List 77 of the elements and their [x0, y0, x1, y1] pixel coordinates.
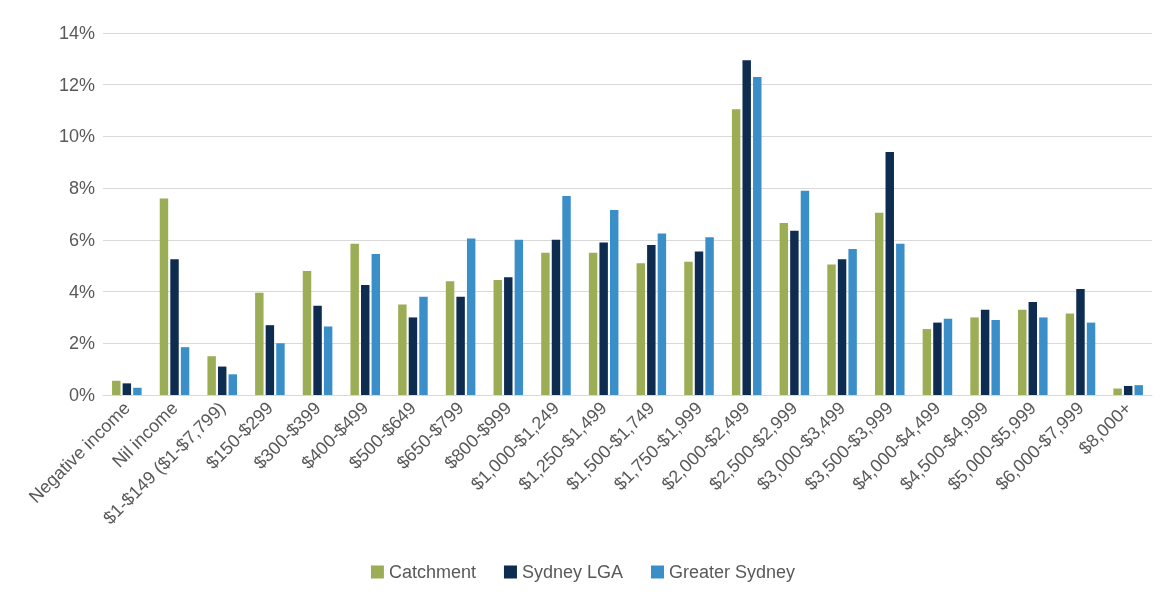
bar	[970, 317, 979, 395]
bar	[980, 309, 990, 395]
bar	[636, 263, 646, 395]
bar	[255, 292, 264, 395]
y-tick-label: 6%	[68, 229, 95, 250]
y-tick-label: 4%	[68, 281, 95, 302]
bar	[837, 259, 847, 395]
bar	[445, 281, 455, 395]
bar	[874, 212, 884, 395]
bar	[541, 252, 550, 395]
bar	[599, 242, 608, 395]
bar	[419, 296, 428, 395]
bar	[466, 238, 476, 395]
bar	[170, 259, 179, 395]
bar	[800, 190, 810, 395]
bar	[456, 296, 465, 395]
bar	[1113, 388, 1122, 395]
bar	[350, 243, 359, 395]
bar	[588, 252, 598, 395]
bar	[207, 356, 216, 395]
bar	[753, 76, 762, 395]
bar	[779, 223, 789, 395]
legend-label: Sydney LGA	[521, 562, 624, 582]
bar	[514, 239, 524, 395]
legend-label: Greater Sydney	[669, 562, 796, 582]
bar	[885, 151, 894, 395]
bar	[827, 264, 836, 395]
bar	[609, 210, 619, 395]
bar	[1039, 317, 1048, 395]
bar	[684, 261, 693, 395]
bar	[1018, 309, 1027, 395]
bar	[228, 374, 237, 395]
bar	[133, 387, 142, 395]
bar	[493, 279, 502, 395]
legend-label: Catchment	[388, 562, 476, 582]
y-tick-label: 12%	[58, 74, 95, 95]
bar	[1065, 313, 1075, 395]
bar	[742, 60, 751, 395]
bar	[943, 318, 953, 395]
bar	[647, 245, 656, 395]
bar	[398, 304, 407, 395]
bar	[122, 383, 132, 395]
bar	[694, 251, 704, 395]
bar	[1123, 385, 1133, 395]
bar	[217, 366, 227, 395]
bar	[657, 233, 667, 395]
bar	[991, 320, 1000, 395]
y-tick-label: 0%	[68, 385, 95, 405]
bar	[848, 248, 857, 395]
bar	[112, 380, 121, 395]
bar	[790, 230, 799, 395]
bar	[180, 347, 190, 395]
bar	[408, 317, 418, 395]
bar	[276, 343, 285, 395]
bar	[1134, 385, 1143, 395]
bar	[265, 325, 275, 395]
bar	[562, 195, 571, 395]
y-tick-label: 14%	[58, 23, 95, 43]
bar	[504, 277, 513, 395]
bar	[933, 322, 942, 395]
bar	[1028, 301, 1038, 395]
bar	[1086, 322, 1096, 395]
y-tick-label: 8%	[68, 178, 95, 199]
bar	[1076, 288, 1085, 395]
bar	[731, 109, 741, 395]
bar	[323, 326, 333, 395]
y-tick-label: 2%	[68, 333, 95, 354]
bar	[361, 285, 370, 395]
bar	[922, 329, 932, 395]
bar	[159, 198, 169, 395]
bar	[371, 254, 381, 395]
bar	[896, 243, 905, 395]
bar	[551, 239, 561, 395]
y-tick-label: 10%	[58, 126, 95, 147]
bar	[705, 237, 714, 395]
bar	[302, 270, 312, 395]
bar	[313, 305, 322, 395]
